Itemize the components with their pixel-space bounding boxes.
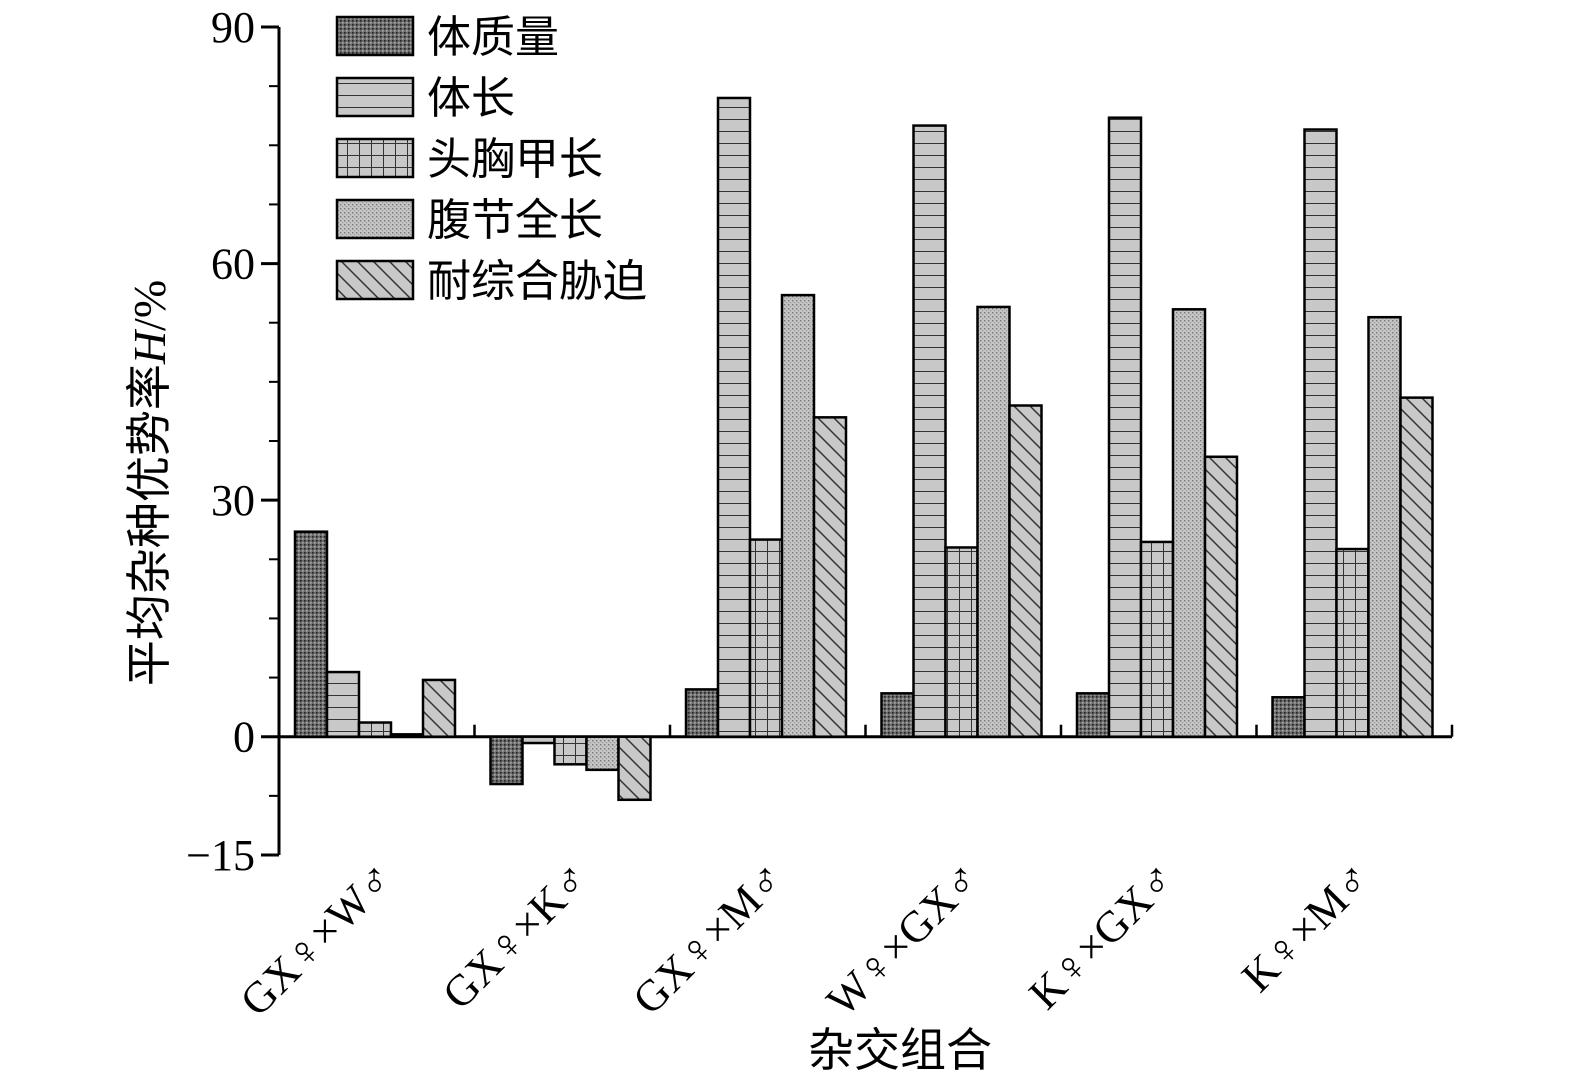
- bar-1-1: [293, 530, 329, 738]
- bar-3-3: [748, 538, 784, 738]
- bar-4-2: [585, 735, 620, 772]
- bar-5-3: [812, 416, 848, 738]
- y-tick-label: 90: [211, 3, 255, 52]
- bar-3-2: [553, 735, 588, 766]
- y-tick-label: −15: [186, 831, 255, 880]
- bar-5-6: [1399, 396, 1434, 738]
- legend-label-2: 体长: [427, 74, 515, 123]
- bars: [293, 96, 1434, 802]
- legend-swatch-5: [335, 259, 415, 301]
- y-axis-title-text: 平均杂种优势率: [124, 364, 175, 686]
- y-tick-label: 30: [211, 476, 255, 525]
- legend-swatch-2: [335, 76, 415, 118]
- bar-4-6: [1367, 315, 1402, 738]
- bar-3-5: [1139, 540, 1175, 738]
- category-label: K♀×GX♂: [1020, 852, 1186, 1018]
- legend-label-1: 体质量: [427, 13, 559, 62]
- category-label: W♀×GX♂: [817, 852, 990, 1025]
- legend-label-4: 腹节全长: [427, 196, 603, 245]
- y-axis-title: 平均杂种优势率H/%: [124, 280, 175, 686]
- bar-5-1: [421, 678, 457, 738]
- y-axis-title-unit: /%: [124, 280, 175, 331]
- bar-5-4: [1008, 404, 1043, 738]
- bar-2-2: [521, 735, 556, 745]
- bar-5-5: [1203, 455, 1239, 738]
- bar-4-4: [976, 305, 1011, 738]
- category-label: K♀×M♂: [1232, 852, 1381, 1001]
- bar-3-4: [944, 546, 979, 738]
- bar-4-5: [1171, 308, 1207, 738]
- bar-2-6: [1303, 128, 1338, 738]
- bar-1-5: [1075, 692, 1111, 738]
- bar-1-6: [1271, 696, 1306, 738]
- category-label: GX♀×K♂: [433, 852, 599, 1018]
- bar-2-4: [912, 124, 947, 738]
- bar-2-1: [325, 670, 361, 738]
- category-label: GX♀×M♂: [623, 852, 794, 1023]
- bar-5-2: [617, 735, 652, 802]
- y-axis-title-symbol: H: [124, 328, 175, 365]
- legend-label-3: 头胸甲长: [427, 135, 603, 184]
- category-label: GX♀×W♂: [231, 852, 404, 1025]
- bar-3-6: [1335, 547, 1370, 738]
- y-tick-label: 60: [211, 240, 255, 289]
- legend-swatch-4: [335, 198, 415, 240]
- y-tick-label: 0: [233, 713, 255, 762]
- bar-4-3: [780, 293, 816, 738]
- legend-swatch-3: [335, 137, 415, 179]
- legend-swatch-1: [335, 15, 415, 57]
- axes: −15 0 30 60 90: [186, 3, 1454, 880]
- bar-1-3: [684, 688, 720, 738]
- legend-label-5: 耐综合胁迫: [427, 257, 647, 306]
- bar-1-2: [489, 735, 524, 786]
- bar-2-5: [1107, 116, 1143, 738]
- bar-4-1: [389, 733, 425, 738]
- bar-1-4: [880, 692, 915, 738]
- bar-2-3: [716, 96, 752, 738]
- x-axis-title: 杂交组合: [808, 1025, 992, 1076]
- bar-3-1: [357, 721, 393, 738]
